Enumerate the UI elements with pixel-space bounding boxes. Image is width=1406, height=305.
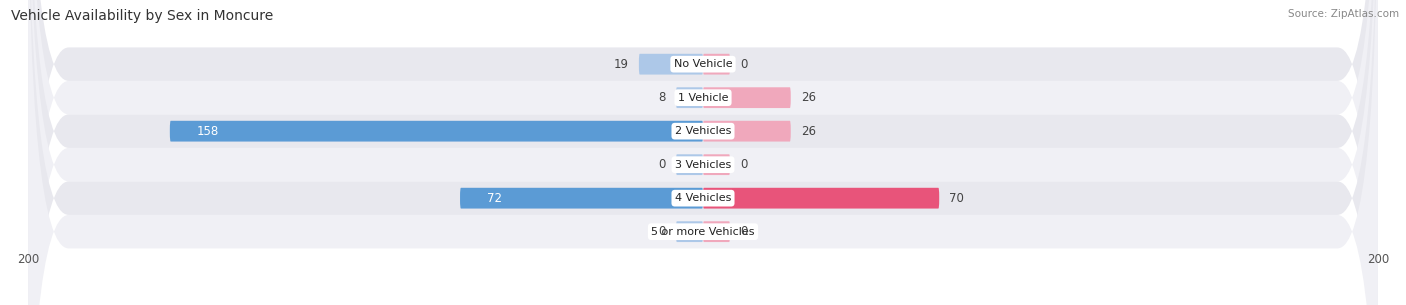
Text: 26: 26: [801, 91, 815, 104]
FancyBboxPatch shape: [703, 154, 730, 175]
Text: 0: 0: [740, 158, 748, 171]
FancyBboxPatch shape: [170, 121, 703, 142]
Text: 70: 70: [949, 192, 965, 205]
Text: 8: 8: [658, 91, 666, 104]
Text: 2 Vehicles: 2 Vehicles: [675, 126, 731, 136]
FancyBboxPatch shape: [28, 0, 1378, 305]
FancyBboxPatch shape: [28, 0, 1378, 305]
Text: 19: 19: [614, 58, 628, 71]
Text: 5 or more Vehicles: 5 or more Vehicles: [651, 227, 755, 237]
Text: 4 Vehicles: 4 Vehicles: [675, 193, 731, 203]
Text: 158: 158: [197, 125, 219, 138]
FancyBboxPatch shape: [676, 221, 703, 242]
Text: Source: ZipAtlas.com: Source: ZipAtlas.com: [1288, 9, 1399, 19]
FancyBboxPatch shape: [28, 0, 1378, 305]
FancyBboxPatch shape: [676, 87, 703, 108]
Text: 0: 0: [740, 225, 748, 238]
Text: 3 Vehicles: 3 Vehicles: [675, 160, 731, 170]
FancyBboxPatch shape: [28, 0, 1378, 305]
Text: 1 Vehicle: 1 Vehicle: [678, 93, 728, 103]
FancyBboxPatch shape: [703, 188, 939, 209]
FancyBboxPatch shape: [638, 54, 703, 74]
FancyBboxPatch shape: [28, 0, 1378, 305]
FancyBboxPatch shape: [703, 121, 790, 142]
FancyBboxPatch shape: [703, 221, 730, 242]
Text: Vehicle Availability by Sex in Moncure: Vehicle Availability by Sex in Moncure: [11, 9, 274, 23]
Text: No Vehicle: No Vehicle: [673, 59, 733, 69]
Text: 0: 0: [658, 158, 666, 171]
Text: 0: 0: [740, 58, 748, 71]
FancyBboxPatch shape: [703, 87, 790, 108]
FancyBboxPatch shape: [28, 0, 1378, 305]
FancyBboxPatch shape: [703, 54, 730, 74]
Text: 72: 72: [486, 192, 502, 205]
FancyBboxPatch shape: [460, 188, 703, 209]
Text: 26: 26: [801, 125, 815, 138]
Text: 0: 0: [658, 225, 666, 238]
FancyBboxPatch shape: [676, 154, 703, 175]
